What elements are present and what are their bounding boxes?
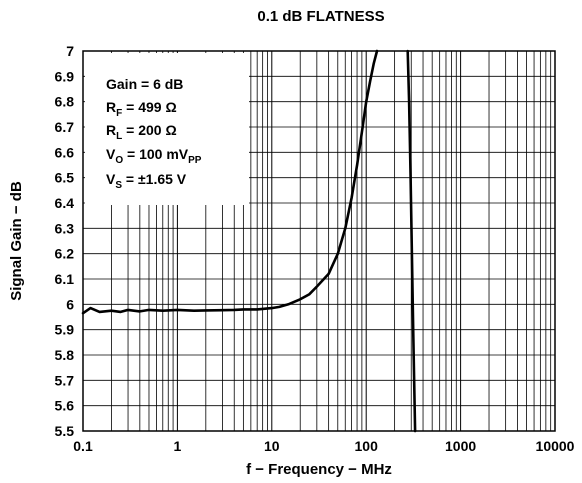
y-tick-label: 5.5 [55,423,75,439]
y-tick-label: 6.3 [55,220,75,236]
x-tick-label: 100 [355,438,379,454]
y-tick-label: 6.6 [55,144,75,160]
y-tick-labels: 5.5 5.6 5.7 5.8 5.9 6 6.1 6.2 6.3 6.4 6.5 6.6 6.7 6.8… [55,43,75,439]
y-tick-label: 5.8 [55,347,75,363]
annotation-rf-main: R [106,99,116,115]
annotation-rf-rest: = 499 Ω [122,99,176,115]
annotation-rl-main: R [106,122,116,138]
y-tick-label: 5.9 [55,322,75,338]
annotation-rl-sub: L [116,131,122,142]
y-axis-label: Signal Gain − dB [8,181,25,301]
annotation: Gain = 6 dB RF = 499 Ω RL = 200 Ω VO = 1… [106,76,202,191]
y-tick-label: 6.9 [55,68,75,84]
x-tick-label: 10000 [536,438,575,454]
annotation-rf-sub: F [116,108,122,119]
annotation-rf: RF = 499 Ω [106,99,177,119]
annotation-vo-rest: = 100 mV [123,146,189,162]
y-tick-label: 6.8 [55,94,75,110]
annotation-vs-sub: S [115,180,122,191]
y-tick-label: 5.6 [55,398,75,414]
y-tick-label: 7 [66,43,74,59]
chart-title: 0.1 dB FLATNESS [257,8,384,25]
annotation-vo: VO = 100 mVPP [106,146,202,166]
annotation-vs-rest: = ±1.65 V [122,171,187,187]
y-tick-label: 6.7 [55,119,75,135]
y-tick-label: 6 [66,296,74,312]
y-tick-label: 6.4 [55,195,75,211]
annotation-vs: VS = ±1.65 V [106,171,187,191]
annotation-gain: Gain = 6 dB [106,76,183,92]
annotation-box [85,53,249,205]
y-tick-label: 6.2 [55,246,75,262]
x-tick-label: 1 [174,438,182,454]
y-tick-label: 6.1 [55,271,75,287]
x-tick-labels: 0.1 1 10 100 1000 10000 [73,438,574,454]
annotation-vo-main: V [106,146,116,162]
series-line-2 [406,49,417,433]
x-axis-label: f − Frequency − MHz [246,461,392,478]
annotation-vo-sub2: PP [188,155,202,166]
x-tick-label: 1000 [445,438,476,454]
annotation-rl: RL = 200 Ω [106,122,177,142]
y-tick-label: 6.5 [55,170,75,186]
annotation-vs-main: V [106,171,116,187]
annotation-rl-rest: = 200 Ω [122,122,176,138]
curves [81,49,417,433]
x-tick-label: 0.1 [73,438,93,454]
annotation-vo-sub: O [115,155,123,166]
x-tick-label: 10 [264,438,280,454]
plot-frame [82,50,556,432]
y-tick-label: 5.7 [55,372,75,388]
series-line-1 [81,49,379,315]
